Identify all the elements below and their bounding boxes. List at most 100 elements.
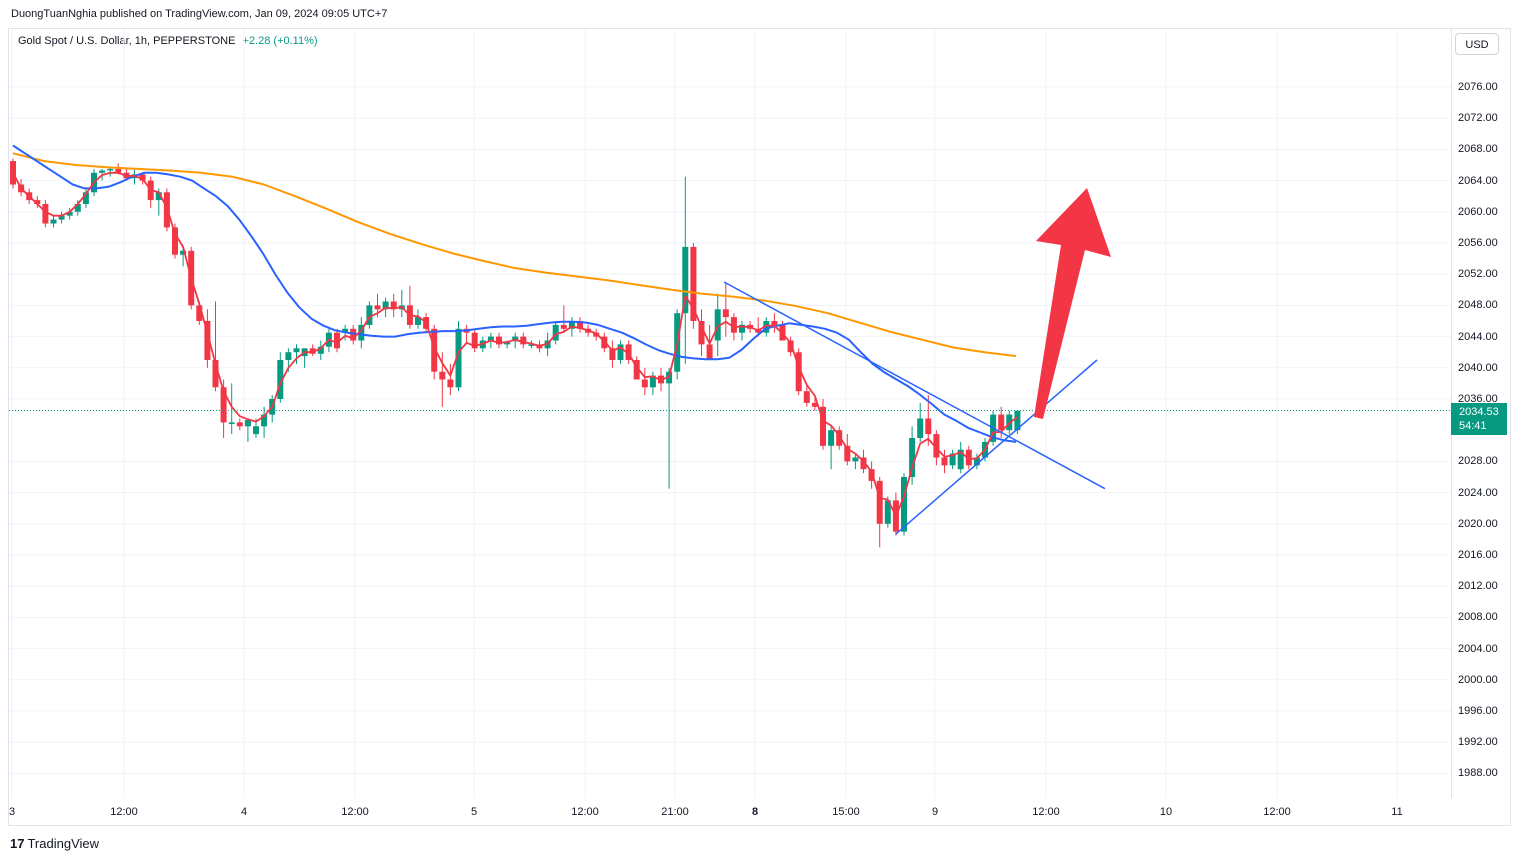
candle-up xyxy=(66,211,73,216)
candle-down xyxy=(860,457,867,470)
candle-down xyxy=(172,227,178,255)
candle-down xyxy=(609,348,616,360)
candle-down xyxy=(471,332,478,349)
candle-up xyxy=(228,422,235,424)
candle-up xyxy=(82,192,89,204)
candle-down xyxy=(690,246,697,321)
candle-down xyxy=(560,324,567,329)
candle-down xyxy=(795,352,802,392)
candle-up xyxy=(285,352,292,360)
candle-up xyxy=(293,348,300,353)
candle-up xyxy=(568,321,575,329)
candle-up xyxy=(973,457,980,466)
candle-up xyxy=(949,453,956,466)
candle-down xyxy=(350,328,357,341)
candle-down xyxy=(431,328,438,372)
price-tick-label: 2068.00 xyxy=(1458,143,1498,156)
currency-button[interactable]: USD xyxy=(1455,33,1499,55)
candle-up xyxy=(739,324,745,333)
candle-down xyxy=(706,344,713,360)
candle-down xyxy=(496,336,502,345)
current-price-badge: 2034.53 54:41 xyxy=(1451,403,1507,435)
candle-up xyxy=(884,500,891,524)
price-tick-label: 1996.00 xyxy=(1458,705,1498,717)
time-tick-label: 10 xyxy=(1159,806,1173,818)
time-tick-label: 12:00 xyxy=(571,806,599,818)
candle-up xyxy=(617,344,624,360)
candle-down xyxy=(633,360,640,380)
candle-down xyxy=(212,360,219,388)
price-tick-label: 2008.00 xyxy=(1458,611,1498,624)
candle-down xyxy=(933,434,940,458)
candle-down xyxy=(820,406,826,446)
candle-down xyxy=(876,480,883,524)
candle-down xyxy=(139,174,146,181)
candle-down xyxy=(196,305,203,321)
candle-down xyxy=(730,317,737,333)
candle-up xyxy=(358,324,365,341)
candle-up xyxy=(552,324,559,341)
candle-down xyxy=(811,402,818,407)
time-tick-label: 15:00 xyxy=(832,806,860,818)
price-tick-label: 2044.00 xyxy=(1458,330,1498,343)
candle-down xyxy=(334,332,340,349)
candle-up xyxy=(649,375,656,388)
candle-down xyxy=(390,301,397,310)
time-tick-label: 4 xyxy=(240,806,248,818)
candle-up xyxy=(253,426,259,435)
time-tick-label: 12:00 xyxy=(1032,806,1060,818)
symbol-legend: Gold Spot / U.S. Dollar, 1h, PEPPERSTONE… xyxy=(18,35,318,47)
candle-down xyxy=(115,168,122,173)
time-tick-label: 12:00 xyxy=(110,806,138,818)
candle-up xyxy=(487,336,494,341)
candle-up xyxy=(382,301,389,310)
candle-up xyxy=(342,328,349,333)
price-tick-label: 2048.00 xyxy=(1458,299,1498,312)
ema-fast-line xyxy=(12,171,1018,517)
symbol-title: Gold Spot / U.S. Dollar, 1h, PEPPERSTONE xyxy=(18,35,236,47)
candle-up xyxy=(155,192,162,201)
candle-up xyxy=(415,317,421,325)
candle-down xyxy=(204,321,211,360)
price-tick-label: 2064.00 xyxy=(1458,174,1498,187)
candle-down xyxy=(236,422,243,427)
candle-up xyxy=(107,168,114,171)
time-tick-label: 21:00 xyxy=(661,806,689,818)
candle-down xyxy=(42,204,49,224)
price-tick-label: 2016.00 xyxy=(1458,549,1498,561)
tradingview-logo[interactable]: 17 TradingView xyxy=(10,836,99,851)
chart-panel[interactable] xyxy=(8,28,1511,826)
ema-slow-line xyxy=(12,152,1017,358)
price-tick-label: 1988.00 xyxy=(1458,767,1498,780)
candle-up xyxy=(528,344,535,346)
current-price-value: 2034.53 xyxy=(1459,406,1499,418)
price-change: +2.28 (+0.11%) xyxy=(242,35,318,47)
candle-down xyxy=(925,418,932,435)
candle-up xyxy=(366,305,373,325)
price-tick-label: 2072.00 xyxy=(1458,112,1498,125)
price-tick-label: 1992.00 xyxy=(1458,736,1498,749)
candle-up xyxy=(244,420,251,427)
candle-up xyxy=(901,477,907,532)
price-tick-label: 2020.00 xyxy=(1458,517,1498,530)
candle-down xyxy=(941,457,948,466)
bar-countdown: 54:41 xyxy=(1459,420,1487,432)
candle-down xyxy=(803,391,810,403)
candle-up xyxy=(852,457,859,462)
candle-up xyxy=(828,430,835,446)
candle-down xyxy=(787,340,794,353)
price-tick-label: 2056.00 xyxy=(1458,237,1498,249)
candle-down xyxy=(520,336,527,345)
time-tick-label: 3 xyxy=(8,806,16,818)
candle-down xyxy=(965,449,972,466)
candle-up xyxy=(99,170,106,173)
up-arrow-icon xyxy=(1034,188,1111,419)
price-tick-label: 2040.00 xyxy=(1458,361,1498,374)
candle-down xyxy=(374,305,381,310)
candle-down xyxy=(998,414,1005,431)
candle-up xyxy=(50,219,57,224)
candle-down xyxy=(220,387,227,423)
candle-down xyxy=(868,469,875,481)
tradingview-wordmark: TradingView xyxy=(27,836,100,851)
